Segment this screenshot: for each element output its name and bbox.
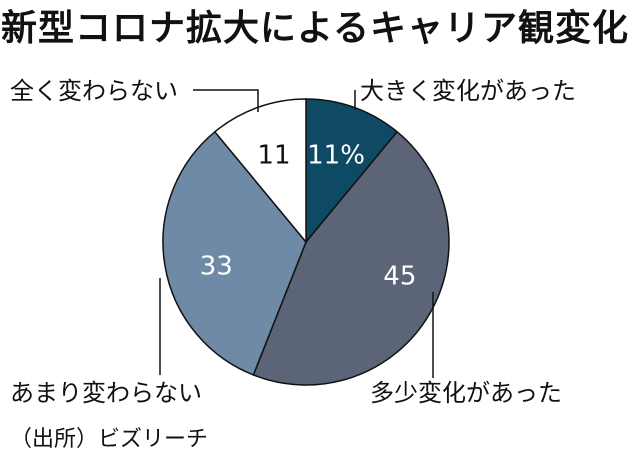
- pie-slice-3: [162, 130, 307, 376]
- slice-value-label: 11: [257, 141, 290, 171]
- category-label: あまり変わらない: [10, 379, 202, 407]
- pie-slice-2: [252, 130, 450, 386]
- slice-value-label: 45: [383, 262, 416, 292]
- chart-title: 新型コロナ拡大によるキャリア観変化: [1, 8, 629, 49]
- slice-value-label: 11%: [307, 141, 365, 171]
- category-label: 多少変化があった: [370, 379, 562, 407]
- category-label: 大きく変化があった: [360, 77, 576, 105]
- source-note: （出所）ビズリーチ: [10, 427, 209, 452]
- leader-line: [193, 89, 259, 112]
- category-label: 全く変わらない: [10, 77, 178, 105]
- slice-value-label: 33: [200, 251, 233, 281]
